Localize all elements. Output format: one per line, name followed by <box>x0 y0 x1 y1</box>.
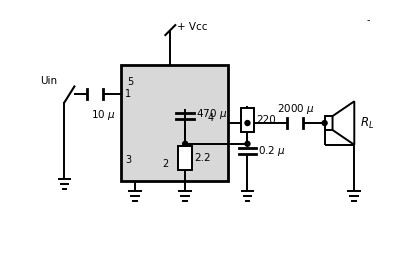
Text: + Vcc: + Vcc <box>177 22 208 32</box>
Bar <box>178 146 192 169</box>
Text: 2000 $\mu$: 2000 $\mu$ <box>277 102 315 116</box>
Text: 470 $\mu$: 470 $\mu$ <box>196 107 227 121</box>
Circle shape <box>322 121 327 125</box>
Text: 220: 220 <box>256 115 276 125</box>
Circle shape <box>245 121 250 125</box>
Bar <box>121 65 228 181</box>
Circle shape <box>183 141 188 146</box>
Text: 3: 3 <box>125 155 131 165</box>
Text: 2.2: 2.2 <box>194 153 211 163</box>
Text: $R_L$: $R_L$ <box>360 116 374 131</box>
Text: 5: 5 <box>127 76 133 87</box>
Text: -: - <box>366 15 370 25</box>
Text: 10 $\mu$: 10 $\mu$ <box>91 108 116 122</box>
Text: 1: 1 <box>125 89 131 99</box>
Text: 2: 2 <box>162 158 169 169</box>
Text: 0.2 $\mu$: 0.2 $\mu$ <box>258 144 286 158</box>
Bar <box>325 116 332 130</box>
Text: Uin: Uin <box>40 75 57 86</box>
Polygon shape <box>332 101 354 145</box>
Circle shape <box>245 141 250 146</box>
Text: 4: 4 <box>208 113 214 123</box>
Bar <box>240 108 254 132</box>
